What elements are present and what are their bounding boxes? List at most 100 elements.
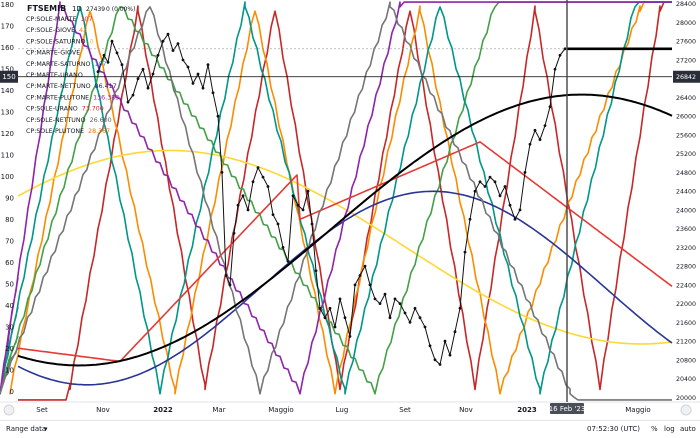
chevron-down-icon[interactable]: ▾ (44, 425, 48, 433)
price-point (483, 185, 487, 188)
legend-item-value: 107 (81, 16, 93, 23)
left-value-marker-label: 150 (2, 73, 15, 81)
left-value-marker (0, 70, 18, 83)
log-button[interactable]: log (664, 425, 675, 433)
price-point (136, 77, 140, 81)
right-axis-tick-label: 27600 (676, 39, 696, 46)
price-point (216, 114, 220, 118)
left-axis-tick-label: 30 (5, 323, 14, 331)
x-axis-tick-label: Set (36, 406, 48, 414)
left-axis-tick-label: 150 (1, 65, 14, 73)
price-point (301, 208, 305, 212)
left-axis-tick-label: 0 (10, 388, 14, 396)
clock-time[interactable]: 07:52:30 (UTC) (587, 425, 641, 433)
left-axis-tick-label: 40 (5, 302, 14, 310)
price-point (363, 264, 367, 268)
legend-item: CP:MARTE-NETTUNO 86.417 (26, 83, 117, 90)
right-axis-tick-label: 25600 (676, 132, 696, 139)
price-point (473, 189, 477, 193)
left-axis-tick-label: 80 (5, 216, 14, 224)
left-axis-tick-label: 120 (1, 130, 14, 138)
right-axis-tick-label: 23600 (676, 226, 696, 233)
price-point (443, 339, 447, 343)
percent-button[interactable]: % (651, 425, 658, 433)
price-point (286, 260, 290, 263)
legend-item-value: 73.700 (82, 106, 104, 113)
price-point (220, 171, 224, 174)
series-line (17, 149, 673, 345)
price-point (271, 213, 275, 217)
left-axis-tick-label: 90 (5, 194, 14, 202)
price-point (186, 65, 190, 69)
legend-item-value: 26.600 (90, 117, 112, 124)
left-axis-tick-label: 70 (5, 237, 14, 245)
legend-item-name: CP:MARTE-SATURNO (26, 61, 91, 68)
price-point (126, 100, 130, 104)
price-point (358, 274, 362, 277)
left-axis-tick-label: 60 (5, 259, 14, 267)
legend: CP:SOLE-MARTE 107 CP:SOLE-GIOVE 42 CP:SOLE-S… (26, 16, 119, 135)
left-axis-tick-label: 50 (5, 280, 14, 288)
right-axis-tick-label: 22400 (676, 282, 696, 289)
left-axis-tick-label: 140 (1, 87, 14, 95)
price-point (181, 58, 185, 62)
price-point (201, 86, 205, 90)
series-line (17, 93, 673, 367)
range-data-button[interactable]: Range data (6, 425, 47, 433)
price-point (523, 171, 527, 174)
price-point (206, 63, 210, 67)
price-point (151, 72, 155, 76)
price-point (563, 47, 567, 51)
price-point (338, 297, 342, 301)
price-point (323, 316, 327, 320)
left-axis-tick-label: 110 (1, 151, 14, 159)
price-point (176, 42, 180, 45)
price-point (131, 93, 135, 97)
price-point (423, 325, 427, 329)
x-axis-tick-label: Maggio (268, 406, 293, 414)
price-point (488, 175, 492, 179)
right-axis-tick-label: 27200 (676, 57, 696, 64)
price-point (348, 335, 352, 338)
crosshair-date-label: 16 Feb '23 (549, 405, 586, 413)
legend-item-name: CP:SOLE-PLUTONE (26, 128, 84, 135)
price-point (246, 208, 250, 212)
price-point (453, 330, 457, 334)
price-point (328, 306, 332, 310)
price-point (211, 91, 215, 95)
right-axis-tick-label: 26000 (676, 114, 696, 121)
right-axis-tick-label: 24800 (676, 170, 696, 177)
right-axis-tick-label: 21600 (676, 320, 696, 327)
legend-item-value: 86.417 (95, 83, 117, 90)
series-line (0, 1, 672, 401)
series-line (18, 1, 672, 401)
x-axis-tick-label: Nov (96, 406, 110, 414)
auto-button[interactable]: auto (680, 425, 696, 433)
legend-item: CP:SOLE-URANO 73.700 (26, 106, 104, 113)
price-point (508, 203, 512, 207)
price-point (403, 311, 407, 315)
price-point (102, 53, 106, 57)
x-axis-tick-label: Maggio (625, 406, 650, 414)
price-point (538, 138, 542, 142)
bottom-toolbar: Range data ▾ 07:52:30 (UTC) % log auto (0, 420, 700, 438)
left-axis-tick-label: 20 (5, 345, 14, 353)
legend-item: CP:MARTE-GIOVE (26, 50, 80, 57)
interval-label[interactable]: 1D (72, 5, 82, 13)
price-point (553, 67, 557, 71)
legend-item-value: 42 (79, 27, 87, 34)
price-point (266, 185, 270, 188)
x-axis-tick-label: Mar (212, 406, 225, 414)
price-point (281, 246, 285, 249)
legend-item-name: CP:SOLE-MARTE (26, 16, 77, 23)
right-axis-tick-label: 28000 (676, 20, 696, 27)
axes: 0 10 20 30 40 50 60 70 80 90 100 110 120 130 140 150 160… (0, 0, 700, 416)
symbol-label[interactable]: FTSEMIB (27, 4, 66, 13)
price-point (468, 217, 472, 221)
price-point (318, 306, 322, 310)
legend-item-value: 107 (95, 61, 107, 68)
price-point (433, 358, 437, 362)
price-point (408, 320, 412, 324)
series-layer (0, 1, 673, 401)
